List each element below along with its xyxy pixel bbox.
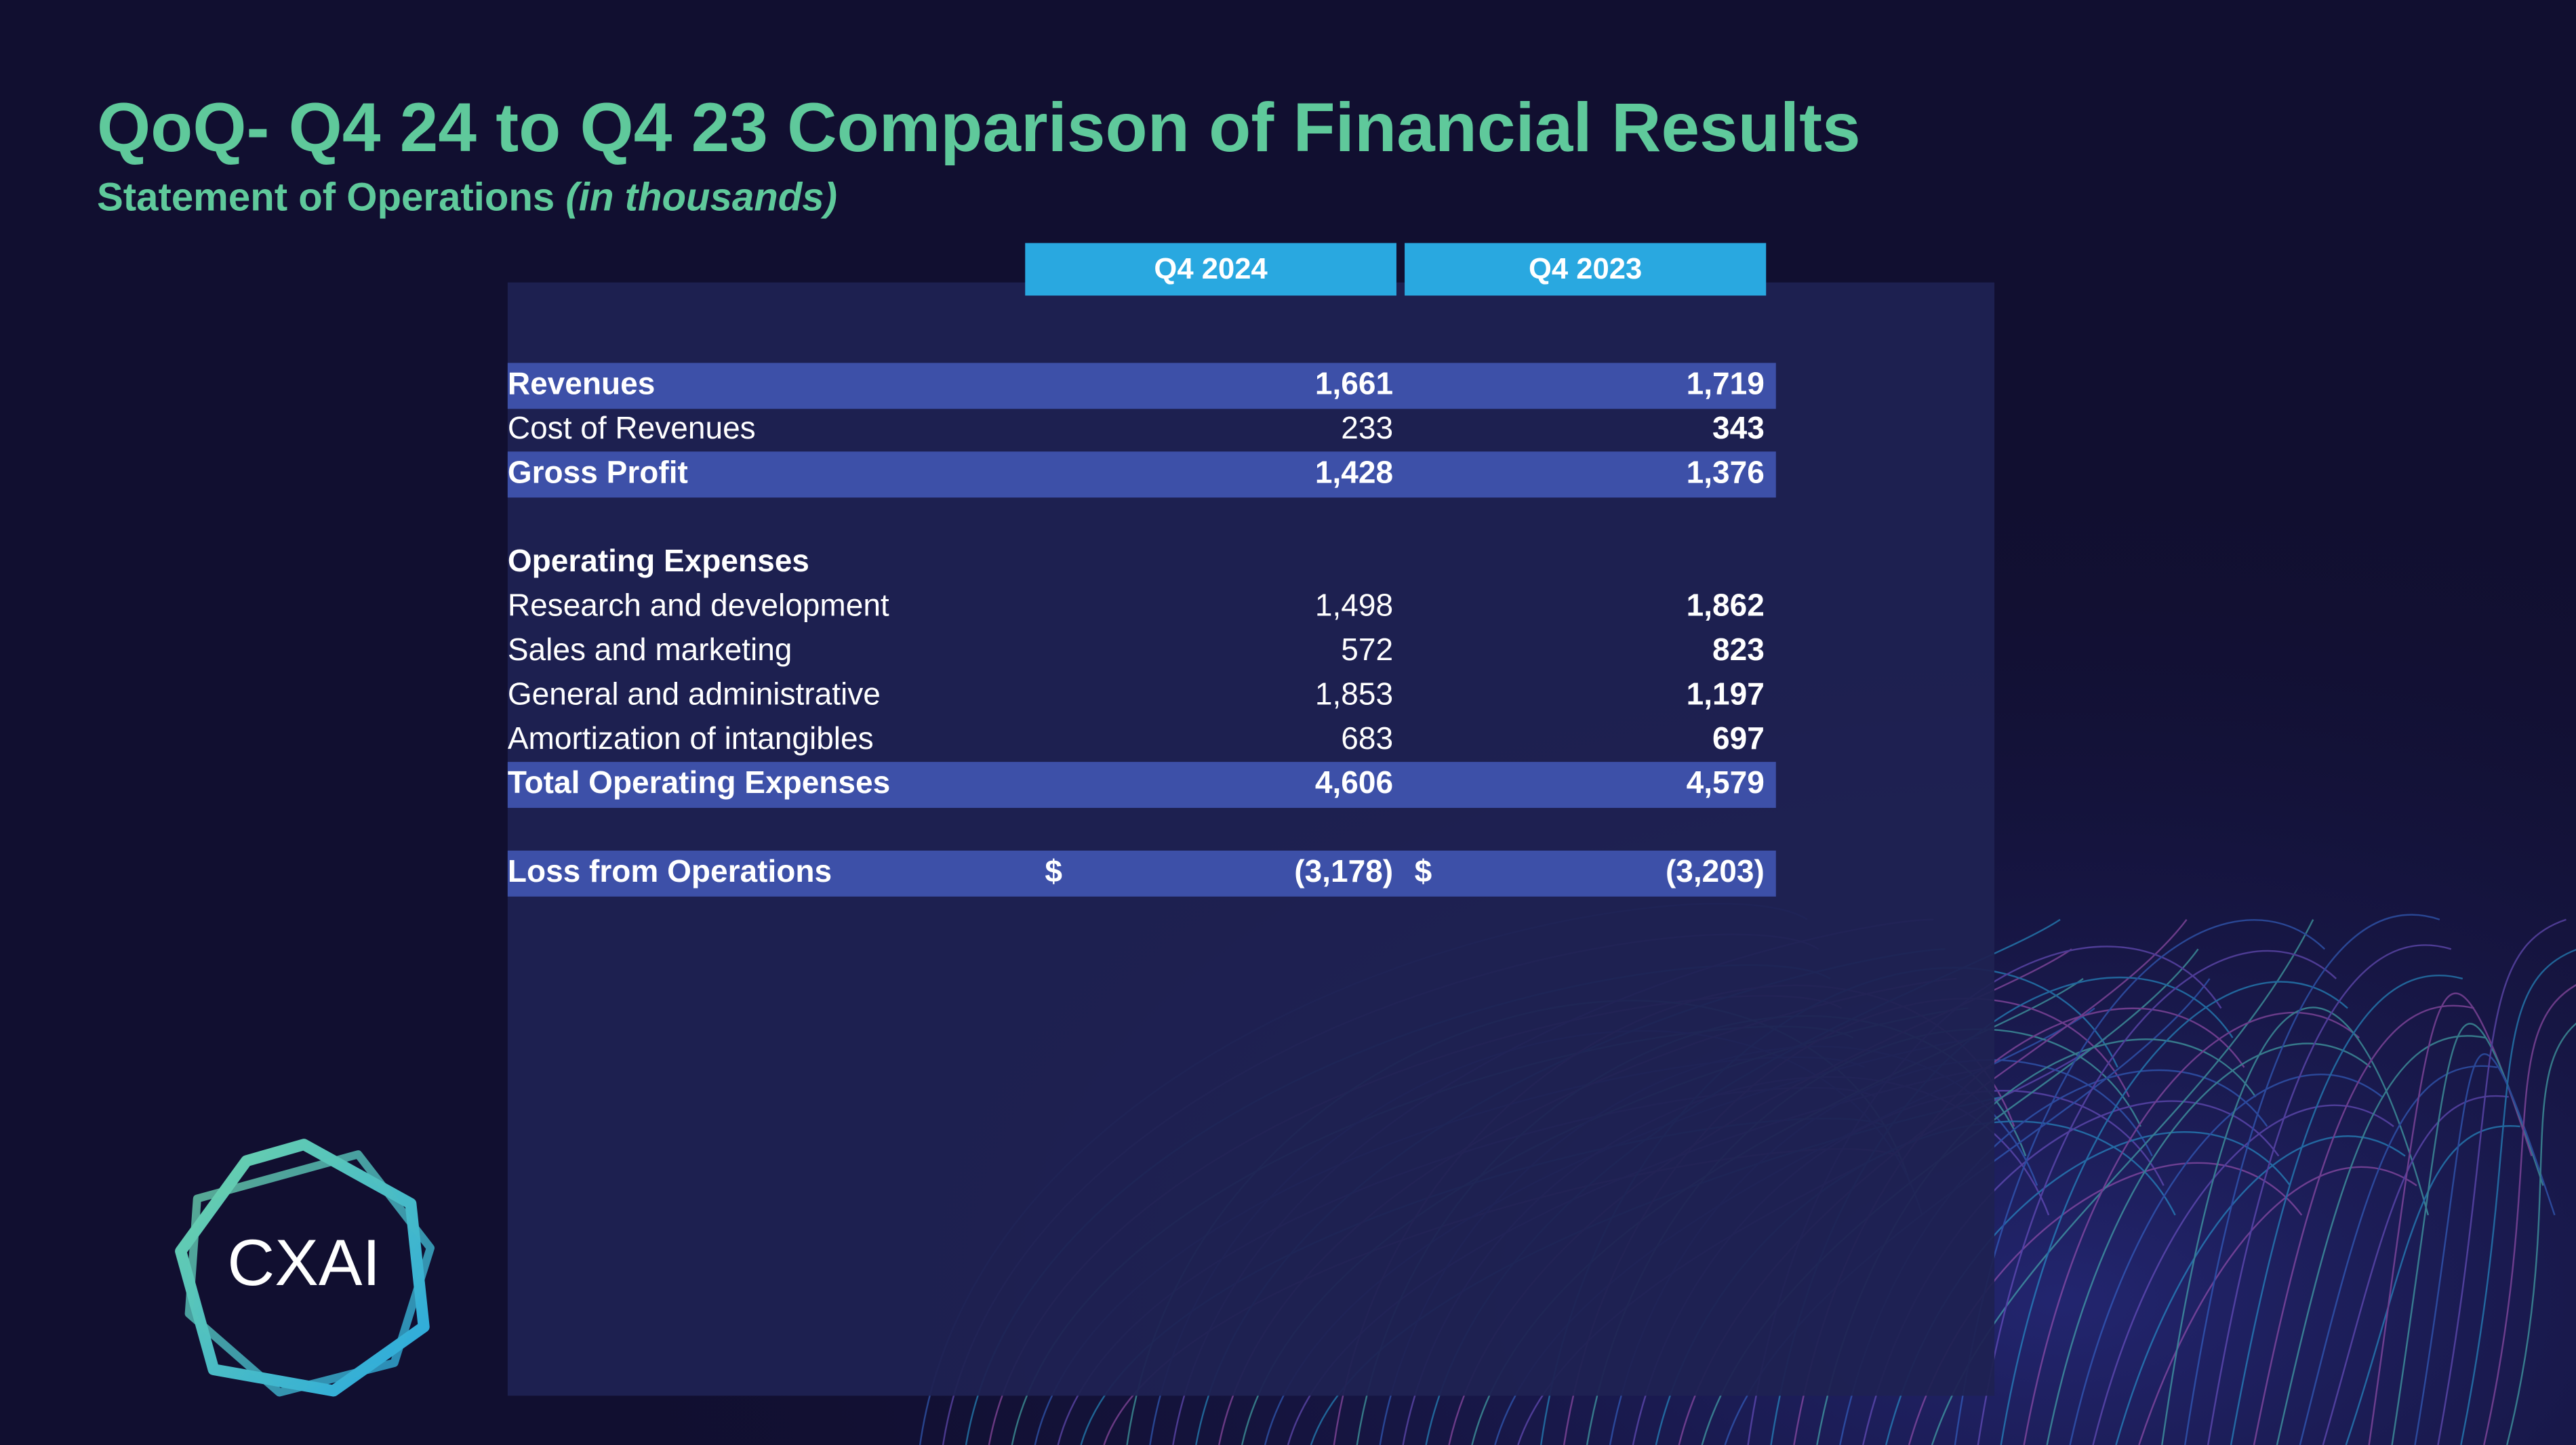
fiber (2138, 1166, 2417, 1445)
fiber (2299, 1065, 2497, 1445)
row-label: Revenues (508, 366, 655, 401)
row-band (507, 850, 1776, 897)
cell-value: 233 (1341, 410, 1393, 445)
fiber (1977, 950, 2337, 1445)
fiber (2437, 918, 2567, 1445)
fiber (2115, 1135, 2406, 1445)
fiber (2000, 981, 2348, 1445)
cell-value: 1,719 (1687, 366, 1765, 401)
fiber (2092, 1104, 2394, 1445)
cell-value: 1,376 (1687, 454, 1765, 489)
fiber (2460, 949, 2576, 1445)
logo: CXAI (175, 1139, 435, 1397)
row-label: Sales and marketing (508, 632, 792, 667)
row-label: Total Operating Expenses (508, 765, 890, 800)
row-band (507, 451, 1776, 498)
fiber (2345, 1125, 2520, 1445)
fiber (2023, 1012, 2360, 1445)
row-band (507, 363, 1776, 409)
cell-value: 1,853 (1315, 676, 1393, 711)
fiber (2414, 1053, 2556, 1445)
currency-symbol: $ (1415, 853, 1432, 889)
cell-value: 1,197 (1687, 676, 1765, 711)
cell-value: 1,862 (1687, 588, 1765, 623)
table-panel (507, 282, 1995, 1396)
column-header: Q4 2023 (1529, 253, 1642, 285)
cell-value: 697 (1712, 720, 1765, 756)
cell-value: 572 (1341, 632, 1393, 667)
fiber (2483, 984, 2576, 1445)
row-band (507, 762, 1776, 808)
cell-value: (3,178) (1294, 853, 1393, 889)
subtitle-main: Statement of Operations (97, 176, 555, 220)
subtitle-note: (in thousands) (565, 176, 837, 220)
fiber (2368, 992, 2533, 1445)
row-label: Cost of Revenues (508, 410, 756, 445)
row-label: Loss from Operations (508, 853, 832, 889)
fiber (2230, 975, 2463, 1445)
cell-value: 4,606 (1315, 765, 1393, 800)
row-label: Operating Expenses (508, 543, 809, 578)
column-header-bg (1405, 243, 1767, 296)
fiber (2506, 1022, 2576, 1445)
cell-value: (3,203) (1666, 853, 1765, 889)
row-label: General and administrative (508, 676, 881, 711)
cell-value: 343 (1712, 410, 1765, 445)
cell-value: 1,428 (1315, 454, 1393, 489)
fiber (2253, 1004, 2475, 1445)
logo-text: CXAI (227, 1225, 380, 1299)
cell-value: 823 (1712, 632, 1765, 667)
fiber (2184, 914, 2440, 1445)
cell-value: 1,498 (1315, 588, 1393, 623)
fiber (2161, 1006, 2430, 1445)
fiber (2322, 1095, 2509, 1445)
row-label: Amortization of intangibles (508, 720, 874, 756)
table: Q4 2024 Q4 2023 Revenues 1,661 1,719 Cost of … (507, 243, 1776, 897)
row-label: Research and development (508, 588, 889, 623)
column-header: Q4 2024 (1154, 253, 1268, 285)
cell-value: 1,661 (1315, 366, 1393, 401)
fiber (2207, 944, 2452, 1445)
row-label: Gross Profit (508, 454, 688, 489)
fiber (2069, 1074, 2383, 1445)
cell-value: 4,579 (1687, 765, 1765, 800)
logo-ring (184, 1150, 435, 1397)
fiber (2276, 1035, 2486, 1445)
fiber (2046, 1042, 2371, 1445)
currency-symbol: $ (1045, 853, 1062, 889)
cell-value: 683 (1341, 720, 1393, 756)
column-header-bg (1025, 243, 1396, 296)
title: QoQ- Q4 24 to Q4 23 Comparison of Financ… (97, 89, 1861, 166)
subtitle: Statement of Operations (in thousands) (97, 176, 837, 220)
